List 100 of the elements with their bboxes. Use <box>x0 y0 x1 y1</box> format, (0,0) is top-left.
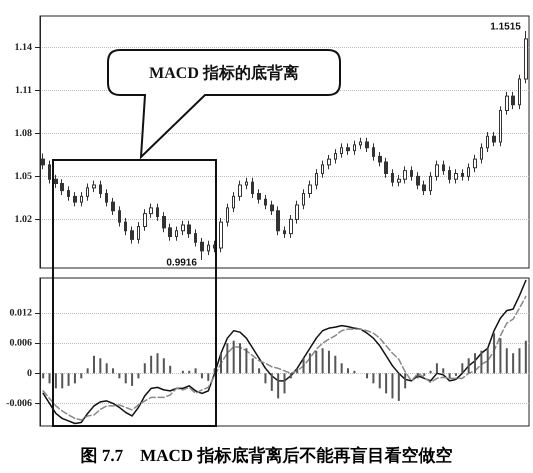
candlestick <box>276 206 280 236</box>
bar <box>308 353 311 374</box>
bar <box>42 373 44 378</box>
candlestick <box>492 131 496 147</box>
bar <box>315 350 318 374</box>
candlestick <box>334 148 337 164</box>
annotation: 1.1515 <box>490 22 522 33</box>
candlestick <box>518 74 521 110</box>
bar <box>442 368 444 374</box>
bar <box>290 373 292 378</box>
candlestick <box>499 106 502 147</box>
candlestick <box>403 166 407 184</box>
y-tick-label: 0.006 <box>10 338 32 349</box>
candlestick <box>270 200 274 216</box>
bar <box>340 363 343 374</box>
bar <box>430 370 432 374</box>
bar <box>188 370 190 374</box>
candlestick <box>480 142 483 164</box>
candlestick <box>283 226 286 238</box>
candlestick <box>48 160 51 184</box>
candlestick <box>80 192 83 207</box>
bar <box>322 348 324 374</box>
bar <box>518 348 520 374</box>
bar <box>474 353 476 374</box>
candlestick <box>315 168 318 190</box>
bar <box>61 373 64 388</box>
candlestick <box>308 180 312 198</box>
candlestick <box>340 142 343 158</box>
candlestick <box>384 157 388 178</box>
candlestick <box>143 208 147 232</box>
candlestick <box>207 240 210 256</box>
candlestick <box>359 137 362 150</box>
y-tick-label: 1.14 <box>14 42 32 53</box>
candlestick <box>118 206 121 227</box>
candlestick <box>200 237 204 260</box>
candlestick <box>327 154 331 170</box>
candlestick <box>41 152 45 170</box>
bar <box>398 373 400 401</box>
candlestick <box>92 180 96 193</box>
candlestick <box>111 197 115 216</box>
candlestick <box>295 200 299 224</box>
candlestick <box>257 188 261 204</box>
candlestick <box>226 203 229 227</box>
bar <box>524 340 527 374</box>
bar <box>506 348 508 374</box>
bar <box>144 363 146 374</box>
bar <box>80 373 82 378</box>
bar <box>448 373 451 378</box>
bar <box>92 356 95 374</box>
candlestick <box>181 220 185 236</box>
candlestick <box>365 137 369 153</box>
candlestick <box>149 203 153 218</box>
bar <box>169 366 172 374</box>
bar <box>258 368 260 374</box>
bar <box>99 358 102 374</box>
bar <box>232 340 235 374</box>
candlestick <box>232 192 235 213</box>
candlestick <box>486 131 489 153</box>
bar <box>239 343 242 374</box>
candlestick <box>372 142 375 162</box>
candlestick <box>289 214 293 238</box>
candlestick <box>168 223 172 242</box>
bar <box>296 368 298 374</box>
bar <box>86 368 89 374</box>
candlestick <box>86 183 89 202</box>
candlestick <box>524 30 528 84</box>
candlestick <box>67 186 70 202</box>
bar <box>54 373 57 388</box>
candlestick <box>346 142 350 156</box>
bar <box>416 373 419 378</box>
bar <box>423 373 426 376</box>
bar <box>499 338 502 374</box>
candlestick <box>245 177 248 190</box>
candlestick <box>194 228 197 248</box>
bar <box>328 350 330 374</box>
candlestick <box>454 168 458 184</box>
bar <box>366 373 368 378</box>
bar <box>68 373 70 386</box>
candlestick <box>410 166 413 182</box>
bar <box>118 373 120 378</box>
candlestick <box>60 178 64 196</box>
bar <box>391 373 394 398</box>
candlestick <box>353 140 356 156</box>
caption: 图 7.7 MACD 指标底背离后不能再盲目看空做空 <box>80 446 452 465</box>
bar <box>200 373 203 378</box>
candlestick <box>448 166 451 184</box>
bar <box>512 353 514 374</box>
annotation: 0.9916 <box>166 257 198 268</box>
bar <box>334 356 336 374</box>
candlestick <box>511 91 515 110</box>
y-tick-label: 0 <box>27 368 32 379</box>
y-tick-label: 0.012 <box>10 308 32 319</box>
bar <box>226 343 228 374</box>
y-tick-label: 1.05 <box>14 170 32 182</box>
bar <box>480 350 482 374</box>
bar <box>137 373 140 378</box>
candlestick <box>251 177 254 198</box>
candlestick <box>397 174 401 187</box>
candlestick <box>302 188 305 210</box>
y-tick-label: -0.006 <box>6 398 32 409</box>
